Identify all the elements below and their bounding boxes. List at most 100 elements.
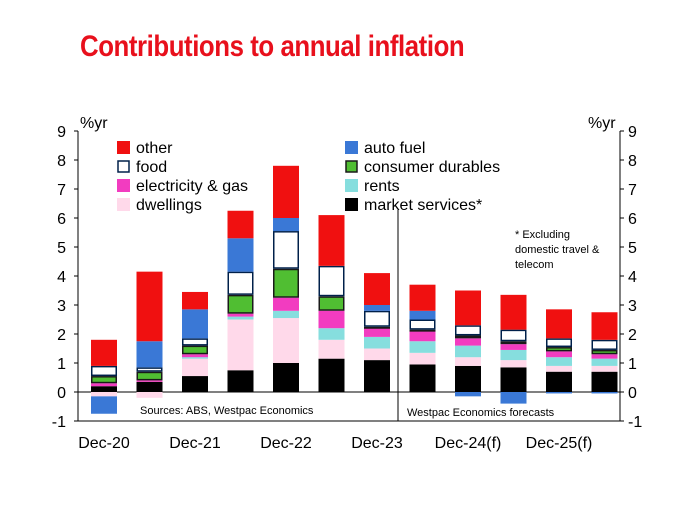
footnote-line-3: telecom <box>515 259 554 271</box>
annotations: * Excluding domestic travel & telecom So… <box>140 229 600 419</box>
bar-segment <box>500 341 527 345</box>
bar-segment <box>500 349 527 361</box>
bar-segment <box>364 310 390 327</box>
bar-stack <box>591 312 618 394</box>
bar-segment <box>591 392 618 394</box>
axis-ticks: -1 -1 0 0 1 1 2 2 3 3 4 4 5 5 6 6 7 7 8 8 9 9 Dec-20 Dec-21 Dec-… <box>52 124 643 452</box>
bar-segment <box>409 341 436 353</box>
bar-segment <box>591 339 618 350</box>
legend-swatch <box>345 160 358 173</box>
bar-segment <box>91 383 117 387</box>
y-tick-right: 3 <box>628 298 637 315</box>
x-tick-label: Dec-23 <box>351 435 403 452</box>
bar-segment <box>318 328 345 340</box>
bar-segment <box>546 347 572 352</box>
bar-segment <box>227 313 254 317</box>
bar-segment <box>227 210 254 239</box>
bar-segment <box>136 381 163 392</box>
bar-segment <box>273 268 299 298</box>
legend-label: market services* <box>364 197 482 214</box>
legend-label: consumer durables <box>364 159 500 176</box>
bar-stack <box>273 165 299 392</box>
bar-segment <box>455 345 481 358</box>
y-tick-right: -1 <box>628 414 642 431</box>
y-tick-left: 7 <box>57 182 66 199</box>
bar-segment <box>91 386 117 392</box>
bar-segment <box>364 336 390 349</box>
bar-segment <box>91 396 117 414</box>
bar-segment <box>364 326 390 329</box>
bar-segment <box>546 371 572 392</box>
bar-segment <box>364 273 390 305</box>
y-tick-left: 0 <box>57 385 66 402</box>
bar-segment <box>591 365 618 372</box>
y-tick-left: 1 <box>57 356 66 373</box>
right-unit-label: %yr <box>588 115 616 132</box>
x-tick-label: Dec-24(f) <box>435 435 502 452</box>
bar-segment <box>227 238 254 272</box>
bar-segment <box>591 312 618 340</box>
legend-label: dwellings <box>136 197 202 214</box>
bar-segment <box>500 360 527 368</box>
bar-segment <box>364 360 390 392</box>
bar-segment <box>273 231 299 269</box>
x-tick-label: Dec-21 <box>169 435 221 452</box>
bar-segment <box>273 165 299 218</box>
bar-segment <box>455 325 481 336</box>
bar-segment <box>318 339 345 359</box>
bar-stack <box>318 215 345 392</box>
legend-label: rents <box>364 178 400 195</box>
legend-swatch <box>117 160 130 173</box>
y-tick-left: 9 <box>57 124 66 141</box>
bar-stack <box>500 294 527 404</box>
bar-segment <box>364 328 390 337</box>
bar-segment <box>182 309 208 339</box>
bar-segment <box>227 316 254 320</box>
y-tick-left: 4 <box>57 269 66 286</box>
bar-segment <box>227 294 254 314</box>
legend-swatch <box>345 198 358 211</box>
bar-stack <box>91 339 117 414</box>
bar-stack <box>455 290 481 397</box>
bar-segment <box>182 291 208 310</box>
legend-label: electricity & gas <box>136 178 248 195</box>
y-tick-right: 0 <box>628 385 637 402</box>
bar-segment <box>182 338 208 346</box>
bar-segment <box>455 392 481 397</box>
y-tick-right: 7 <box>628 182 637 199</box>
bar-segment <box>91 376 117 384</box>
bar-segment <box>182 345 208 355</box>
bar-segment <box>182 357 208 359</box>
bar-segment <box>409 364 436 392</box>
y-tick-right: 2 <box>628 327 637 344</box>
forecast-note: Westpac Economics forecasts <box>407 407 555 419</box>
bar-segment <box>273 297 299 311</box>
bar-segment <box>182 358 208 377</box>
y-tick-right: 6 <box>628 211 637 228</box>
bar-segment <box>546 392 572 394</box>
bar-segment <box>455 357 481 366</box>
bar-segment <box>136 271 163 342</box>
bar-segment <box>227 370 254 392</box>
bar-segment <box>409 329 436 332</box>
bar-segment <box>591 371 618 392</box>
bar-segment <box>364 348 390 361</box>
bar-segment <box>591 358 618 366</box>
bar-segment <box>182 376 208 392</box>
bar-segment <box>227 271 254 295</box>
bar-segment <box>546 357 572 366</box>
bar-segment <box>546 351 572 358</box>
bar-segment <box>409 310 436 320</box>
footnote-line-1: * Excluding <box>515 229 570 241</box>
legend-label: auto fuel <box>364 140 425 157</box>
left-unit-label: %yr <box>80 115 108 132</box>
y-tick-right: 5 <box>628 240 637 257</box>
bar-segment <box>546 309 572 339</box>
legend-swatch <box>117 198 130 211</box>
bar-segment <box>182 354 208 358</box>
y-tick-right: 4 <box>628 269 637 286</box>
bar-stack <box>409 284 436 392</box>
bar-segment <box>546 365 572 372</box>
bar-segment <box>546 338 572 348</box>
bar-segment <box>273 318 299 363</box>
